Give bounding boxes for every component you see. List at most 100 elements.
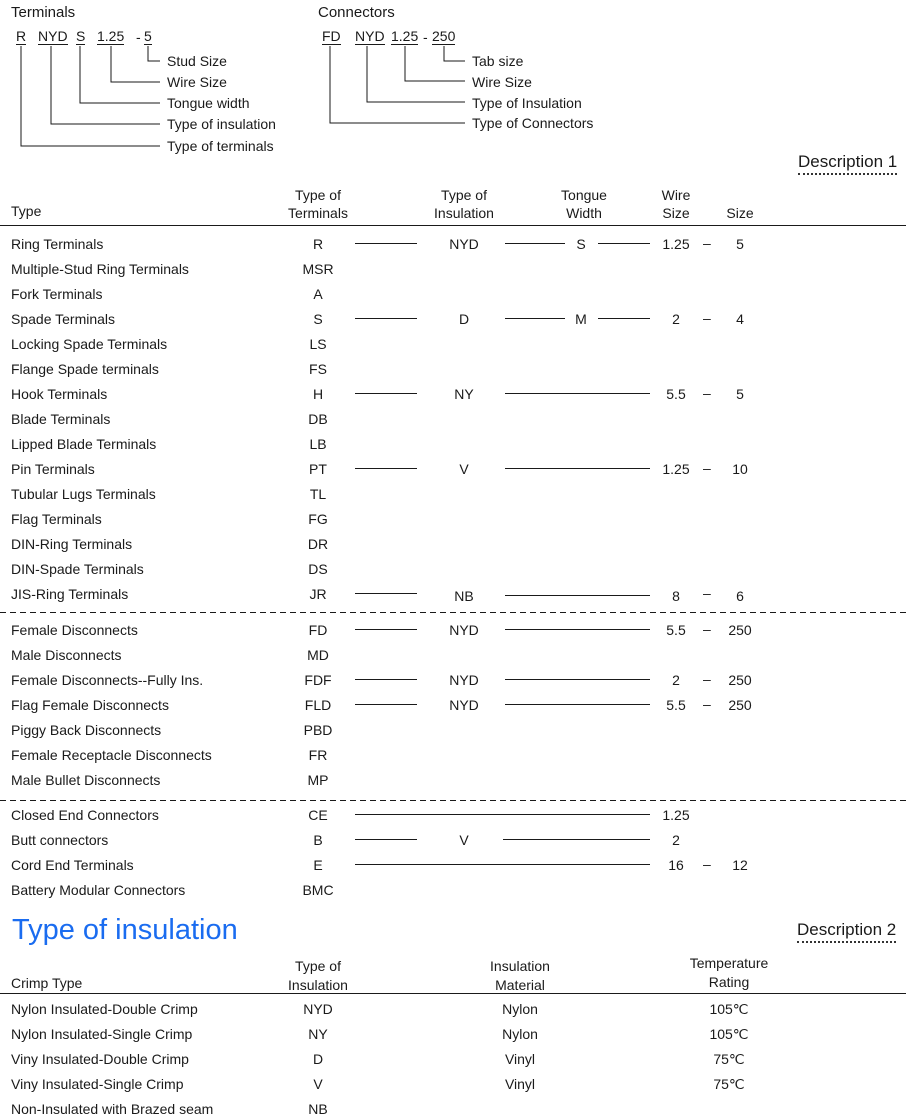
type-name: Fork Terminals: [11, 286, 103, 302]
description-1-label: Description 1: [798, 153, 898, 175]
type-name: Lipped Blade Terminals: [11, 436, 157, 452]
insulation-type: NYD: [303, 1001, 333, 1017]
crimp-type: Viny Insulated-Single Crimp: [11, 1076, 184, 1092]
size-dash: –: [703, 696, 711, 712]
type-name: Cord End Terminals: [11, 857, 134, 873]
wire-size: 1.25: [662, 461, 690, 477]
diagram-label: Tongue width: [167, 95, 250, 111]
type-name: Female Disconnects--Fully Ins.: [11, 672, 204, 688]
insulation-type: NY: [308, 1026, 328, 1042]
temperature-rating: 75℃: [713, 1076, 745, 1092]
terminal-code: MP: [307, 772, 329, 788]
header-temp-2: Rating: [708, 974, 750, 990]
wire-size: 5.5: [666, 386, 686, 402]
terminal-code: DB: [308, 411, 328, 427]
type-name: Battery Modular Connectors: [11, 882, 186, 898]
header-crimp-type: Crimp Type: [11, 975, 83, 991]
crimp-type: Non-Insulated with Brazed seam: [11, 1101, 214, 1117]
terminal-code: LS: [309, 336, 327, 352]
diagram-label: Stud Size: [167, 53, 227, 69]
code-part: NYD: [38, 28, 68, 45]
wire-size: 1.25: [662, 236, 690, 252]
tongue-width: S: [576, 236, 586, 252]
type-name: Closed End Connectors: [11, 807, 159, 823]
header-tongue-1: Tongue: [561, 187, 607, 203]
terminals-diagram-title: Terminals: [11, 4, 76, 21]
code-part: 1.25: [391, 28, 419, 45]
type-name: Piggy Back Disconnects: [11, 722, 162, 738]
type-name: DIN-Spade Terminals: [11, 561, 144, 577]
type-name: JIS-Ring Terminals: [11, 586, 129, 602]
size-dash: –: [703, 310, 711, 326]
insulation-type: D: [312, 1051, 324, 1067]
code-separator: -: [136, 29, 141, 45]
insulation-type: V: [313, 1076, 323, 1092]
insulation-code: D: [458, 311, 470, 327]
diagram-label: Wire Size: [167, 74, 227, 90]
insulation-code: NYD: [449, 622, 479, 638]
connectors-diagram-title: Connectors: [318, 4, 395, 21]
diagram-label: Type of insulation: [167, 116, 276, 132]
stud-size: 4: [736, 311, 744, 327]
insulation-material: Vinyl: [504, 1051, 536, 1067]
insulation-code: NY: [454, 386, 474, 402]
crimp-type: Viny Insulated-Double Crimp: [11, 1051, 189, 1067]
tongue-width: M: [575, 311, 587, 327]
insulation-type: NB: [308, 1101, 328, 1117]
size-dash: –: [703, 621, 711, 637]
header-size: Size: [726, 205, 754, 221]
code-part: R: [16, 28, 27, 45]
terminal-code: A: [313, 286, 323, 302]
code-part: FD: [322, 28, 341, 45]
crimp-type: Nylon Insulated-Double Crimp: [11, 1001, 198, 1017]
type-name: Flag Female Disconnects: [11, 697, 169, 713]
type-name: Female Receptacle Disconnects: [11, 747, 212, 763]
terminal-code: JR: [309, 586, 327, 602]
type-name: Male Disconnects: [11, 647, 122, 663]
size-dash: –: [703, 671, 711, 687]
terminal-code: E: [313, 857, 323, 873]
type-name: Hook Terminals: [11, 386, 108, 402]
wire-size: 2: [672, 311, 680, 327]
terminal-code: FG: [308, 511, 328, 527]
insulation-code: NYD: [449, 697, 479, 713]
type-name: Pin Terminals: [11, 461, 95, 477]
terminal-code: H: [312, 386, 324, 402]
header-type-1: Type of: [295, 958, 341, 974]
size-dash: –: [703, 856, 711, 872]
header-material-2: Material: [495, 977, 545, 993]
insulation-code: NYD: [449, 672, 479, 688]
header-type: Type: [11, 203, 42, 219]
temperature-rating: 105℃: [709, 1001, 749, 1017]
insulation-material: Vinyl: [504, 1076, 536, 1092]
wire-size: 2: [672, 672, 680, 688]
wire-size: 1.25: [662, 807, 690, 823]
header-insulation-2: Insulation: [434, 205, 494, 221]
insulation-code: NYD: [449, 236, 479, 252]
stud-size: 250: [728, 622, 752, 638]
temperature-rating: 105℃: [709, 1026, 749, 1042]
stud-size: 10: [732, 461, 748, 477]
header-wire-2: Size: [662, 205, 690, 221]
code-part: S: [76, 28, 86, 45]
header-wire-1: Wire: [661, 187, 691, 203]
terminal-code: FDF: [304, 672, 332, 688]
code-part: 250: [432, 28, 456, 45]
terminal-code: PT: [309, 461, 327, 477]
header-terminals-1: Type of: [295, 187, 341, 203]
insulation-section-title: Type of insulation: [12, 914, 238, 946]
code-part: 1.25: [97, 28, 125, 45]
type-name: Flange Spade terminals: [11, 361, 159, 377]
description-2-label: Description 2: [797, 921, 897, 943]
terminal-code: MSR: [302, 261, 334, 277]
stud-size: 250: [728, 697, 752, 713]
diagram-label: Type of terminals: [167, 138, 274, 154]
header-terminals-2: Terminals: [288, 205, 348, 221]
type-name: Multiple-Stud Ring Terminals: [11, 261, 189, 277]
insulation-code: NB: [454, 588, 474, 604]
diagram-label: Type of Insulation: [472, 95, 582, 111]
header-insulation-1: Type of: [441, 187, 487, 203]
insulation-material: Nylon: [502, 1026, 538, 1042]
type-name: Spade Terminals: [11, 311, 116, 327]
terminal-code: FS: [309, 361, 327, 377]
